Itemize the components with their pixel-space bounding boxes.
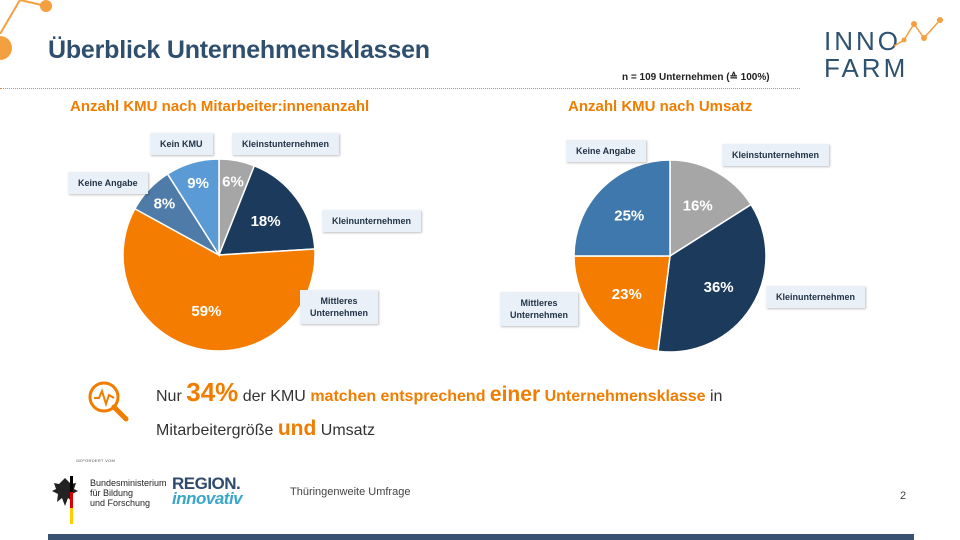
pie-slice <box>657 203 767 353</box>
bottom-bar <box>48 534 914 540</box>
pie-slice <box>166 158 220 258</box>
finding-text: Nur <box>156 388 182 405</box>
slice-label: 16% <box>683 198 713 215</box>
pie-slice <box>217 164 316 256</box>
pie-slice <box>669 159 753 258</box>
slice-label: 8% <box>154 196 176 213</box>
finding-text: Mitarbeitergröße <box>156 422 274 439</box>
callout-keine-angabe-2: Keine Angabe <box>566 140 646 162</box>
finding-highlight: und <box>277 417 317 440</box>
callout-keine-angabe-1: Keine Angabe <box>68 172 148 194</box>
finding-highlight: Unternehmensklasse <box>544 388 706 405</box>
logo-line1: INNO <box>824 26 901 56</box>
callout-kleinst-1: Kleinstunternehmen <box>232 133 340 155</box>
innofarm-logo: INNO FARM <box>824 28 908 82</box>
slice-label: 9% <box>187 175 209 192</box>
magnifier-chart-icon <box>88 381 129 422</box>
slice-label: 59% <box>191 303 221 320</box>
callout-line: Unternehmen <box>310 308 369 318</box>
slice-label: 36% <box>704 279 734 296</box>
divider <box>0 88 800 89</box>
page-title: Überblick Unternehmensklassen <box>48 36 430 64</box>
slice-label: 6% <box>222 173 244 190</box>
survey-label: Thüringenweite Umfrage <box>290 486 411 498</box>
slice-label: 25% <box>614 207 644 224</box>
pie-slice <box>573 159 671 257</box>
finding-text: in <box>710 388 723 405</box>
callout-klein-2: Kleinunternehmen <box>766 286 866 308</box>
funder-line: und Forschung <box>90 498 151 508</box>
funder-name: Bundesministerium für Bildung und Forsch… <box>90 478 167 508</box>
funder-line: Bundesministerium <box>90 478 167 488</box>
finding-text: Umsatz <box>320 422 375 439</box>
callout-mittleres-1: Mittleres Unternehmen <box>300 290 379 324</box>
chart2-title: Anzahl KMU nach Umsatz <box>568 98 753 115</box>
pie-slice <box>573 255 671 353</box>
finding-highlight: einer <box>489 383 541 406</box>
slice-label: 23% <box>612 286 642 303</box>
network-graphic <box>0 0 52 60</box>
region-logo-line2: innovativ <box>172 489 243 508</box>
federal-eagle-logo <box>52 476 78 524</box>
funder-line: für Bildung <box>90 488 134 498</box>
callout-klein-1: Kleinunternehmen <box>322 210 422 232</box>
callout-line: Unternehmen <box>510 310 569 320</box>
chart2-pie: 16% 36% 23% 25% <box>573 159 767 353</box>
finding-text: der KMU <box>242 388 306 405</box>
callout-mittleres-2: Mittleres Unternehmen <box>500 292 579 326</box>
finding-highlight: 34% <box>186 377 239 407</box>
callout-kleinst-2: Kleinstunternehmen <box>722 144 830 166</box>
callout-line: Mittleres <box>520 298 558 308</box>
chart1-pie: 6% 18% 59% 8% 9% <box>122 158 316 352</box>
slice-label: 18% <box>251 213 281 230</box>
logo-network-icon <box>893 17 943 47</box>
page-number: 2 <box>900 490 907 502</box>
callout-line: Mittleres <box>320 296 358 306</box>
callout-kein-kmu: Kein KMU <box>150 133 213 155</box>
finding-highlight: matchen entsprechend <box>310 388 486 405</box>
region-innovativ-logo: REGION. innovativ <box>172 474 243 508</box>
sample-note: n = 109 Unternehmen (≙ 100%) <box>622 72 770 83</box>
chart1-title: Anzahl KMU nach Mitarbeiter:innenanzahl <box>70 98 370 115</box>
key-finding: Nur 34% der KMU matchen entsprechend ein… <box>156 376 836 447</box>
region-logo-line1: REGION. <box>172 474 241 493</box>
funder-label: GEFÖRDERT VOM <box>76 458 116 463</box>
logo-line2: FARM <box>824 53 909 83</box>
